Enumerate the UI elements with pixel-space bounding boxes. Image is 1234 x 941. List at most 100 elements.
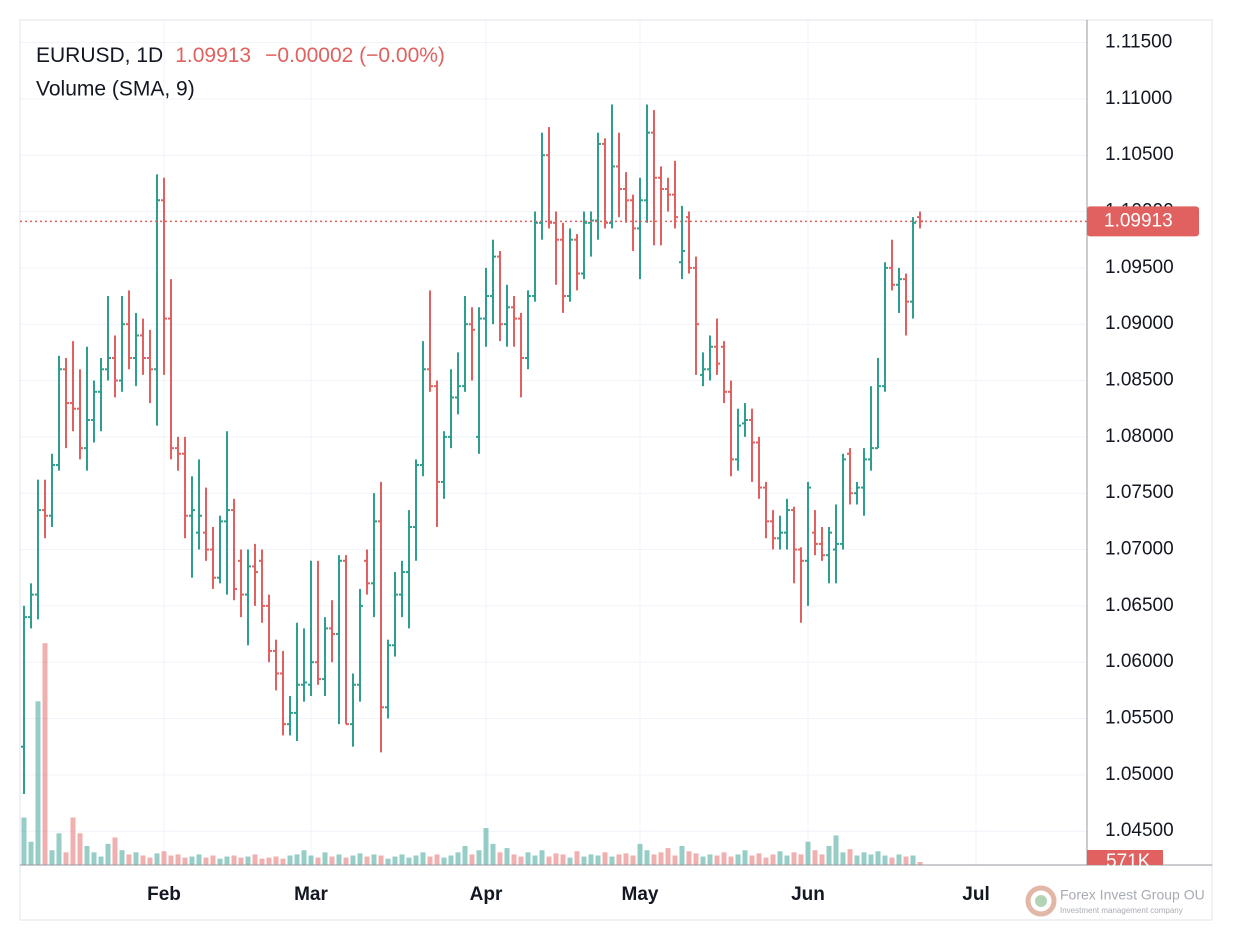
- y-tick-label: 1.05500: [1105, 708, 1174, 729]
- volume-bar: [679, 845, 685, 865]
- volume-bar: [189, 856, 195, 865]
- volume-bar: [462, 845, 468, 865]
- volume-bar: [896, 854, 902, 865]
- volume-bar: [707, 854, 713, 865]
- volume-bar: [644, 850, 650, 865]
- volume-bar: [854, 855, 860, 865]
- volume-bar: [224, 856, 230, 865]
- volume-bar: [364, 856, 370, 865]
- volume-bar: [910, 855, 916, 865]
- volume-bar: [469, 854, 475, 865]
- volume-bar: [175, 854, 181, 865]
- volume-bar: [350, 855, 356, 865]
- volume-bar: [903, 856, 909, 865]
- volume-bar: [826, 845, 832, 865]
- volume-bar: [28, 841, 34, 865]
- volume-bar: [770, 854, 776, 865]
- watermark: Forex Invest Group OU Investment managem…: [1025, 885, 1205, 917]
- volume-bar: [245, 856, 251, 865]
- volume-bar: [539, 850, 545, 865]
- volume-bar: [735, 854, 741, 865]
- volume-bar: [525, 852, 531, 865]
- y-tick-label: 1.04500: [1105, 820, 1174, 841]
- x-tick-label: May: [622, 884, 659, 905]
- y-tick-label: 1.09500: [1105, 257, 1174, 278]
- volume-bar: [630, 855, 636, 865]
- volume-bar: [595, 855, 601, 865]
- volume-bar: [847, 849, 853, 865]
- last-volume-box: [1087, 850, 1163, 865]
- volume-bar: [280, 858, 286, 865]
- volume-bar: [784, 855, 790, 865]
- x-tick-label: Apr: [470, 884, 503, 905]
- volume-bar: [812, 850, 818, 865]
- volume-bar: [798, 854, 804, 865]
- x-tick-label: Jun: [791, 884, 825, 905]
- volume-bar: [336, 854, 342, 865]
- volume-bar: [518, 856, 524, 865]
- volume-bar: [868, 854, 874, 865]
- volume-bar: [294, 854, 300, 865]
- volume-bar: [791, 852, 797, 865]
- volume-bar: [21, 817, 27, 865]
- volume-bar: [406, 857, 412, 865]
- volume-bar: [721, 852, 727, 865]
- volume-bar: [84, 845, 90, 865]
- volume-bar: [203, 857, 209, 865]
- volume-bar: [917, 861, 923, 865]
- volume-bar: [168, 855, 174, 865]
- volume-bar: [889, 857, 895, 865]
- volume-bar: [609, 856, 615, 865]
- volume-bar: [455, 852, 461, 865]
- volume-bar: [651, 854, 657, 865]
- volume-bar: [882, 855, 888, 865]
- last-price-label: 1.09913: [1104, 210, 1173, 231]
- volume-bar: [287, 855, 293, 865]
- volume-bar: [147, 857, 153, 865]
- volume-bar: [742, 850, 748, 865]
- x-tick-label: Jul: [962, 884, 989, 905]
- volume-bar: [623, 853, 629, 865]
- last-volume-label: 571K: [1106, 851, 1151, 872]
- volume-bar: [56, 833, 62, 865]
- volume-bar: [448, 855, 454, 865]
- y-tick-label: 1.08000: [1105, 426, 1174, 447]
- volume-bar: [112, 837, 118, 865]
- volume-bar: [616, 854, 622, 865]
- y-tick-label: 1.11500: [1105, 32, 1172, 53]
- volume-bar: [777, 851, 783, 865]
- volume-bar: [273, 856, 279, 865]
- volume-bar: [105, 843, 111, 865]
- volume-bar: [161, 851, 167, 865]
- volume-bar: [497, 852, 503, 865]
- volume-bar: [427, 856, 433, 865]
- volume-bar: [266, 857, 272, 865]
- volume-bar: [301, 850, 307, 865]
- watermark-logo-core: [1035, 895, 1047, 907]
- volume-bar: [658, 852, 664, 865]
- volume-bar: [154, 853, 160, 865]
- symbol: EURUSD, 1D: [36, 44, 163, 67]
- volume-bar: [392, 856, 398, 865]
- volume-bar: [231, 855, 237, 865]
- volume-bar: [840, 852, 846, 865]
- volume-bar: [98, 856, 104, 865]
- grid: [20, 20, 1087, 865]
- volume-bar: [756, 853, 762, 865]
- volume-bar: [126, 854, 132, 865]
- y-tick-label: 1.10500: [1105, 144, 1174, 165]
- y-tick-label: 1.05000: [1105, 764, 1174, 785]
- volume-bar: [693, 853, 699, 865]
- volume-bar: [413, 855, 419, 865]
- volume-bar: [504, 848, 510, 865]
- volume-bar: [63, 852, 69, 865]
- volume-bar: [35, 701, 41, 865]
- volume-bar: [399, 854, 405, 865]
- volume-bar: [182, 857, 188, 865]
- volume-bar: [819, 854, 825, 865]
- frame: [19, 19, 1213, 921]
- header: EURUSD, 1D 1.09913 −0.00002 (−0.00%): [36, 44, 445, 67]
- volume-bar: [385, 858, 391, 865]
